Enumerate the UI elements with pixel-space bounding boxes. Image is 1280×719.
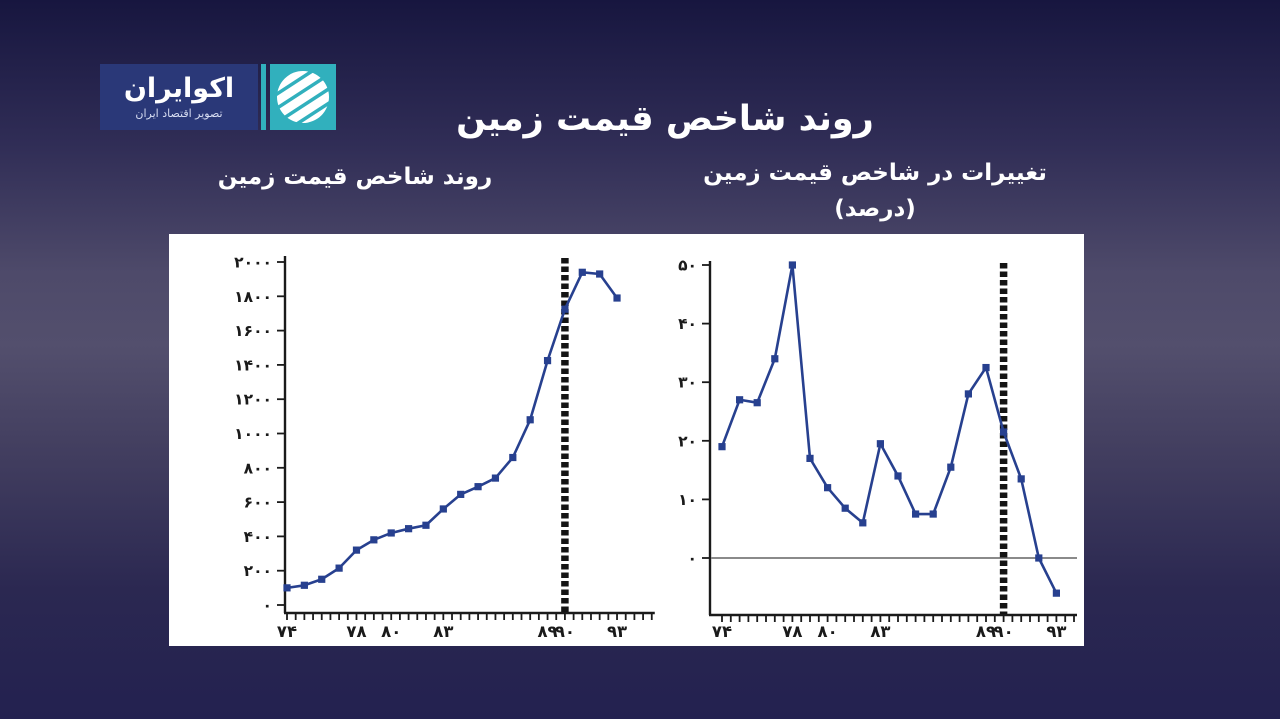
- x-tick-label: ۸۰: [381, 622, 401, 641]
- data-point-marker: [474, 483, 482, 491]
- data-point-marker: [596, 270, 604, 278]
- data-point-marker: [578, 268, 586, 276]
- y-tick-label: ۳۰: [678, 374, 697, 392]
- data-point-marker: [352, 546, 361, 554]
- data-point-marker: [894, 472, 902, 480]
- logo-divider-bar: [261, 64, 266, 130]
- left-chart-title: روند شاخص قیمت زمین: [217, 164, 493, 190]
- page-title: روند شاخص قیمت زمین: [456, 99, 874, 140]
- logo-tagline: تصویر اقتصاد ایران: [135, 106, 223, 120]
- data-point-marker: [491, 474, 500, 482]
- y-tick-label: ۰: [688, 550, 697, 568]
- y-tick-label: ۲۰: [678, 432, 697, 450]
- data-point-marker: [947, 463, 955, 471]
- axis-ticks: [277, 261, 653, 620]
- data-point-marker: [912, 510, 920, 518]
- x-tick-label: ۷۸: [346, 622, 366, 641]
- data-point-marker: [982, 363, 990, 372]
- x-tick-label: ۹۰: [994, 622, 1014, 641]
- y-tick-label: ۱۰۰۰: [234, 425, 272, 443]
- y-tick-label: ۱۲۰۰: [234, 391, 272, 409]
- y-tick-label: ۱۸۰۰: [234, 288, 272, 306]
- ecoiran-globe-icon: [270, 64, 336, 130]
- x-tick-label: ۹۰: [555, 622, 575, 641]
- data-point-marker: [929, 510, 937, 518]
- data-point-marker: [771, 355, 779, 363]
- x-tick-label: ۸۰: [818, 622, 838, 641]
- logo-name: اکوایران: [123, 73, 235, 105]
- y-tick-label: ۸۰۰: [244, 459, 272, 477]
- data-point-marker: [859, 519, 867, 527]
- data-point-marker: [964, 390, 972, 398]
- x-tick-label: ۷۴: [712, 622, 732, 641]
- y-tick-label: ۱۰: [678, 491, 697, 509]
- y-tick-label: ۱۴۰۰: [234, 356, 272, 374]
- x-tick-label: ۸۹: [976, 622, 996, 641]
- y-tick-label: ۱۶۰۰: [234, 322, 272, 340]
- data-point-marker: [404, 525, 413, 533]
- data-point-marker: [753, 399, 761, 407]
- data-point-marker: [439, 505, 447, 513]
- y-tick-label: ۶۰۰: [244, 494, 272, 512]
- series-line: [720, 263, 1058, 594]
- x-tick-label: ۷۴: [277, 622, 297, 641]
- data-point-marker: [457, 490, 465, 498]
- data-point-marker: [283, 584, 291, 592]
- data-point-marker: [1035, 554, 1043, 562]
- series-markers: [718, 261, 1060, 597]
- data-point-marker: [718, 443, 726, 451]
- y-tick-label: ۲۰۰۰: [234, 254, 272, 272]
- axes: [708, 261, 1077, 617]
- x-tick-label: ۸۳: [870, 622, 890, 641]
- data-point-marker: [824, 484, 832, 492]
- x-tick-label: ۸۳: [433, 622, 453, 641]
- data-point-marker: [788, 261, 796, 269]
- data-point-marker: [387, 529, 395, 537]
- data-point-marker: [841, 504, 849, 512]
- y-tick-label: ۴۰: [678, 315, 697, 333]
- data-point-marker: [561, 305, 569, 313]
- logo-glyph-icon: [270, 64, 336, 130]
- right-chart-title-line1: تغییرات در شاخص قیمت زمین: [703, 160, 1047, 186]
- y-tick-label: ۲۰۰: [244, 562, 272, 580]
- axis-ticks: [702, 264, 1075, 622]
- data-point-marker: [335, 564, 343, 572]
- y-tick-label: ۴۰۰: [244, 528, 272, 546]
- x-tick-label: ۷۸: [782, 622, 802, 641]
- data-point-marker: [876, 440, 884, 448]
- data-point-marker: [526, 416, 534, 424]
- data-point-marker: [1052, 589, 1060, 597]
- data-point-marker: [509, 453, 517, 462]
- x-tick-label: ۸۹: [537, 622, 557, 641]
- data-point-marker: [613, 294, 621, 302]
- y-tick-label: ۰: [263, 597, 272, 615]
- data-point-marker: [318, 575, 326, 583]
- data-point-marker: [370, 536, 378, 544]
- axes: [283, 256, 655, 615]
- data-point-marker: [543, 357, 552, 365]
- data-point-marker: [422, 521, 430, 529]
- data-point-marker: [1000, 428, 1008, 436]
- right-chart-title: تغییرات در شاخص قیمت زمین (درصد): [690, 156, 1060, 227]
- logo-text-block: اکوایران تصویر اقتصاد ایران: [100, 64, 258, 130]
- right-chart-title-line2: (درصد): [834, 195, 916, 222]
- data-point-marker: [300, 581, 308, 589]
- charts-panel: ۰ ۲۰۰ ۴۰۰ ۶۰۰ ۸۰۰ ۱۰۰۰ ۱۲۰۰ ۱۴۰۰ ۱۶۰۰ ۱۸۰۰ ۲۰۰۰ ۷۴ ۷…: [169, 234, 1084, 646]
- data-point-marker: [806, 454, 814, 462]
- x-tick-label: ۹۳: [607, 622, 627, 641]
- data-point-marker: [736, 396, 744, 404]
- data-point-marker: [1017, 475, 1025, 483]
- series-markers: [283, 268, 621, 592]
- y-tick-labels: ۰ ۲۰۰ ۴۰۰ ۶۰۰ ۸۰۰ ۱۰۰۰ ۱۲۰۰ ۱۴۰۰ ۱۶۰۰ ۱۸۰۰ ۲۰۰۰: [234, 254, 272, 615]
- ecoiran-logo: اکوایران تصویر اقتصاد ایران: [100, 64, 336, 130]
- y-tick-labels: ۰ ۱۰ ۲۰ ۳۰ ۴۰ ۵۰: [678, 257, 697, 568]
- y-tick-label: ۵۰: [678, 257, 697, 275]
- x-tick-label: ۹۳: [1046, 622, 1066, 641]
